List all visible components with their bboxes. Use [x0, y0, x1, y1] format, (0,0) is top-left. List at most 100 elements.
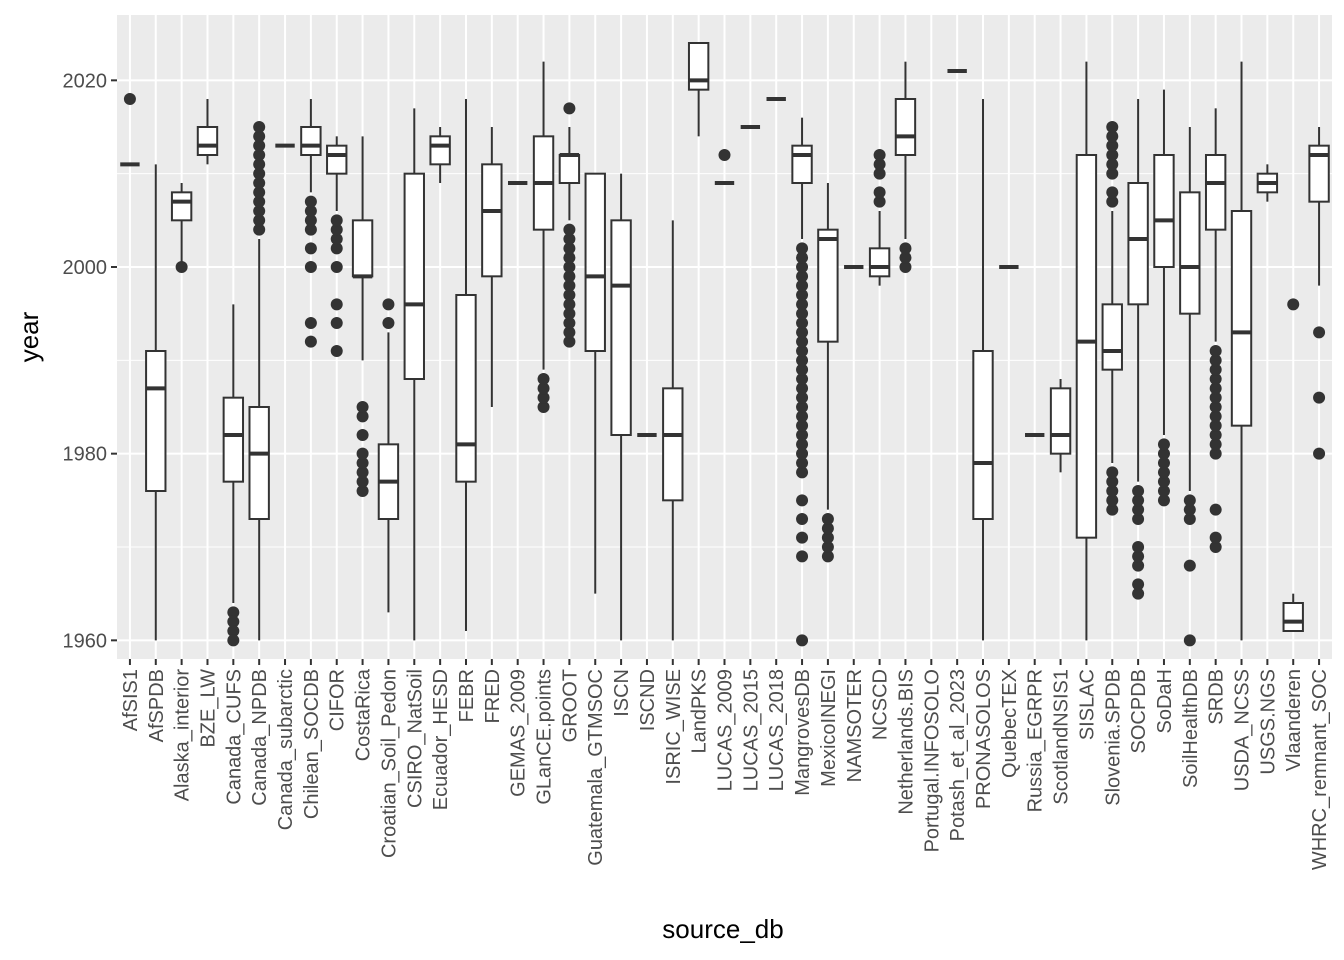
outlier-point: [1313, 447, 1326, 460]
outlier-point: [873, 195, 886, 208]
outlier-point: [1157, 494, 1170, 507]
outlier-point: [796, 373, 809, 385]
x-tick-label-afsis1: AfSIS1: [120, 669, 142, 731]
outlier-point: [796, 457, 809, 469]
box-alaska-interior: [170, 183, 193, 273]
box-socpdb: [1127, 99, 1149, 600]
x-tick-label-socpdb: SOCPDB: [1128, 669, 1150, 753]
outlier-point: [1209, 447, 1222, 460]
outlier-point: [563, 335, 576, 348]
outlier-point: [227, 606, 240, 619]
outlier-point: [1106, 195, 1119, 208]
y-tick-label: 2000: [63, 257, 108, 279]
box-body: [1282, 602, 1304, 632]
x-tick-label-landpks: LandPKS: [689, 669, 711, 754]
box-iscn: [610, 173, 632, 641]
x-tick-label-russia-egrpr: Russia_EGRPR: [1025, 669, 1047, 812]
box-body: [868, 247, 891, 278]
x-axis: AfSIS1 AfSPDB Alaska_interior BZE_LW Canada_…: [120, 659, 1331, 870]
outlier-point: [796, 345, 809, 357]
x-tick-label-pronasolos: PRONASOLOS: [973, 669, 995, 809]
outlier-point: [821, 513, 834, 525]
box-whrc-remnant-soc: [1308, 127, 1330, 460]
outlier-point: [304, 223, 317, 236]
box-body: [1127, 182, 1149, 306]
outlier-point: [356, 447, 369, 460]
outlier-point: [1132, 485, 1145, 497]
x-tick-label-gemas-2009: GEMAS_2009: [508, 669, 530, 797]
box-body: [351, 219, 374, 278]
outlier-point: [382, 317, 395, 329]
outlier-point: [563, 261, 576, 273]
x-tick-label-guatemala-gtmsoc: Guatemala_GTMSOC: [585, 669, 607, 866]
box-croatian-soil-pedon: [377, 298, 400, 613]
outlier-point: [253, 158, 266, 171]
box-body: [1204, 154, 1227, 231]
box-body: [170, 191, 193, 222]
outlier-point: [175, 261, 188, 273]
outlier-point: [356, 466, 369, 479]
outlier-point: [330, 261, 343, 273]
x-tick-label-slovenia-spdb: Slovenia.SPDB: [1102, 669, 1124, 806]
outlier-point: [796, 298, 809, 311]
x-tick-label-vlaanderen: Vlaanderen: [1283, 669, 1305, 771]
box-body: [687, 42, 710, 91]
outlier-point: [330, 298, 343, 311]
x-tick-label-febr: FEBR: [456, 669, 478, 722]
outlier-point: [1209, 382, 1222, 395]
outlier-point: [796, 307, 809, 320]
outlier-point: [796, 242, 809, 255]
box-body: [481, 163, 503, 278]
outlier-point: [796, 466, 809, 479]
box-body: [326, 144, 348, 175]
outlier-point: [899, 251, 912, 264]
outlier-point: [253, 223, 266, 236]
box-groot: [558, 102, 581, 348]
box-chilean-socdb: [300, 99, 322, 348]
outlier-point: [253, 205, 266, 217]
outlier-point: [123, 93, 136, 105]
x-tick-label-lucas-2018: LUCAS_2018: [766, 669, 788, 791]
box-body: [300, 126, 322, 156]
y-axis-title: year: [14, 311, 44, 362]
outlier-point: [537, 401, 550, 413]
box-glance-points: [532, 61, 555, 413]
outlier-point: [356, 485, 369, 497]
outlier-point: [1106, 121, 1119, 133]
x-tick-label-bze-lw: BZE_LW: [197, 669, 219, 748]
outlier-point: [1209, 363, 1222, 376]
box-mexicoinegi: [817, 183, 839, 563]
outlier-point: [1132, 578, 1145, 591]
outlier-point: [1209, 401, 1222, 413]
box-body: [1179, 191, 1201, 315]
outlier-point: [796, 326, 809, 339]
outlier-point: [796, 289, 809, 301]
x-tick-label-mangrovesdb: MangrovesDB: [792, 669, 814, 796]
outlier-point: [563, 223, 576, 236]
x-tick-label-groot: GROOT: [559, 669, 581, 742]
outlier-point: [563, 102, 576, 115]
outlier-point: [1183, 503, 1196, 516]
box-usgs-ngs: [1256, 164, 1279, 202]
outlier-point: [1183, 494, 1196, 507]
x-tick-label-namsoter: NAMSOTER: [844, 669, 866, 782]
outlier-point: [796, 429, 809, 441]
outlier-point: [1132, 503, 1145, 516]
x-tick-label-costarica: CostaRica: [353, 668, 375, 761]
x-tick-label-lucas-2009: LUCAS_2009: [715, 669, 737, 791]
outlier-point: [253, 177, 266, 189]
outlier-point: [356, 429, 369, 441]
outlier-point: [1157, 466, 1170, 479]
outlier-point: [1157, 475, 1170, 488]
box-netherlands-bis: [894, 61, 917, 273]
outlier-point: [796, 317, 809, 329]
outlier-point: [227, 634, 240, 647]
outlier-point: [1209, 503, 1222, 516]
outlier-point: [796, 261, 809, 273]
box-body: [403, 172, 425, 380]
outlier-point: [1183, 513, 1196, 525]
x-tick-label-lucas-2015: LUCAS_2015: [740, 669, 762, 791]
box-body: [429, 135, 451, 166]
x-axis-title: source_db: [662, 914, 783, 944]
